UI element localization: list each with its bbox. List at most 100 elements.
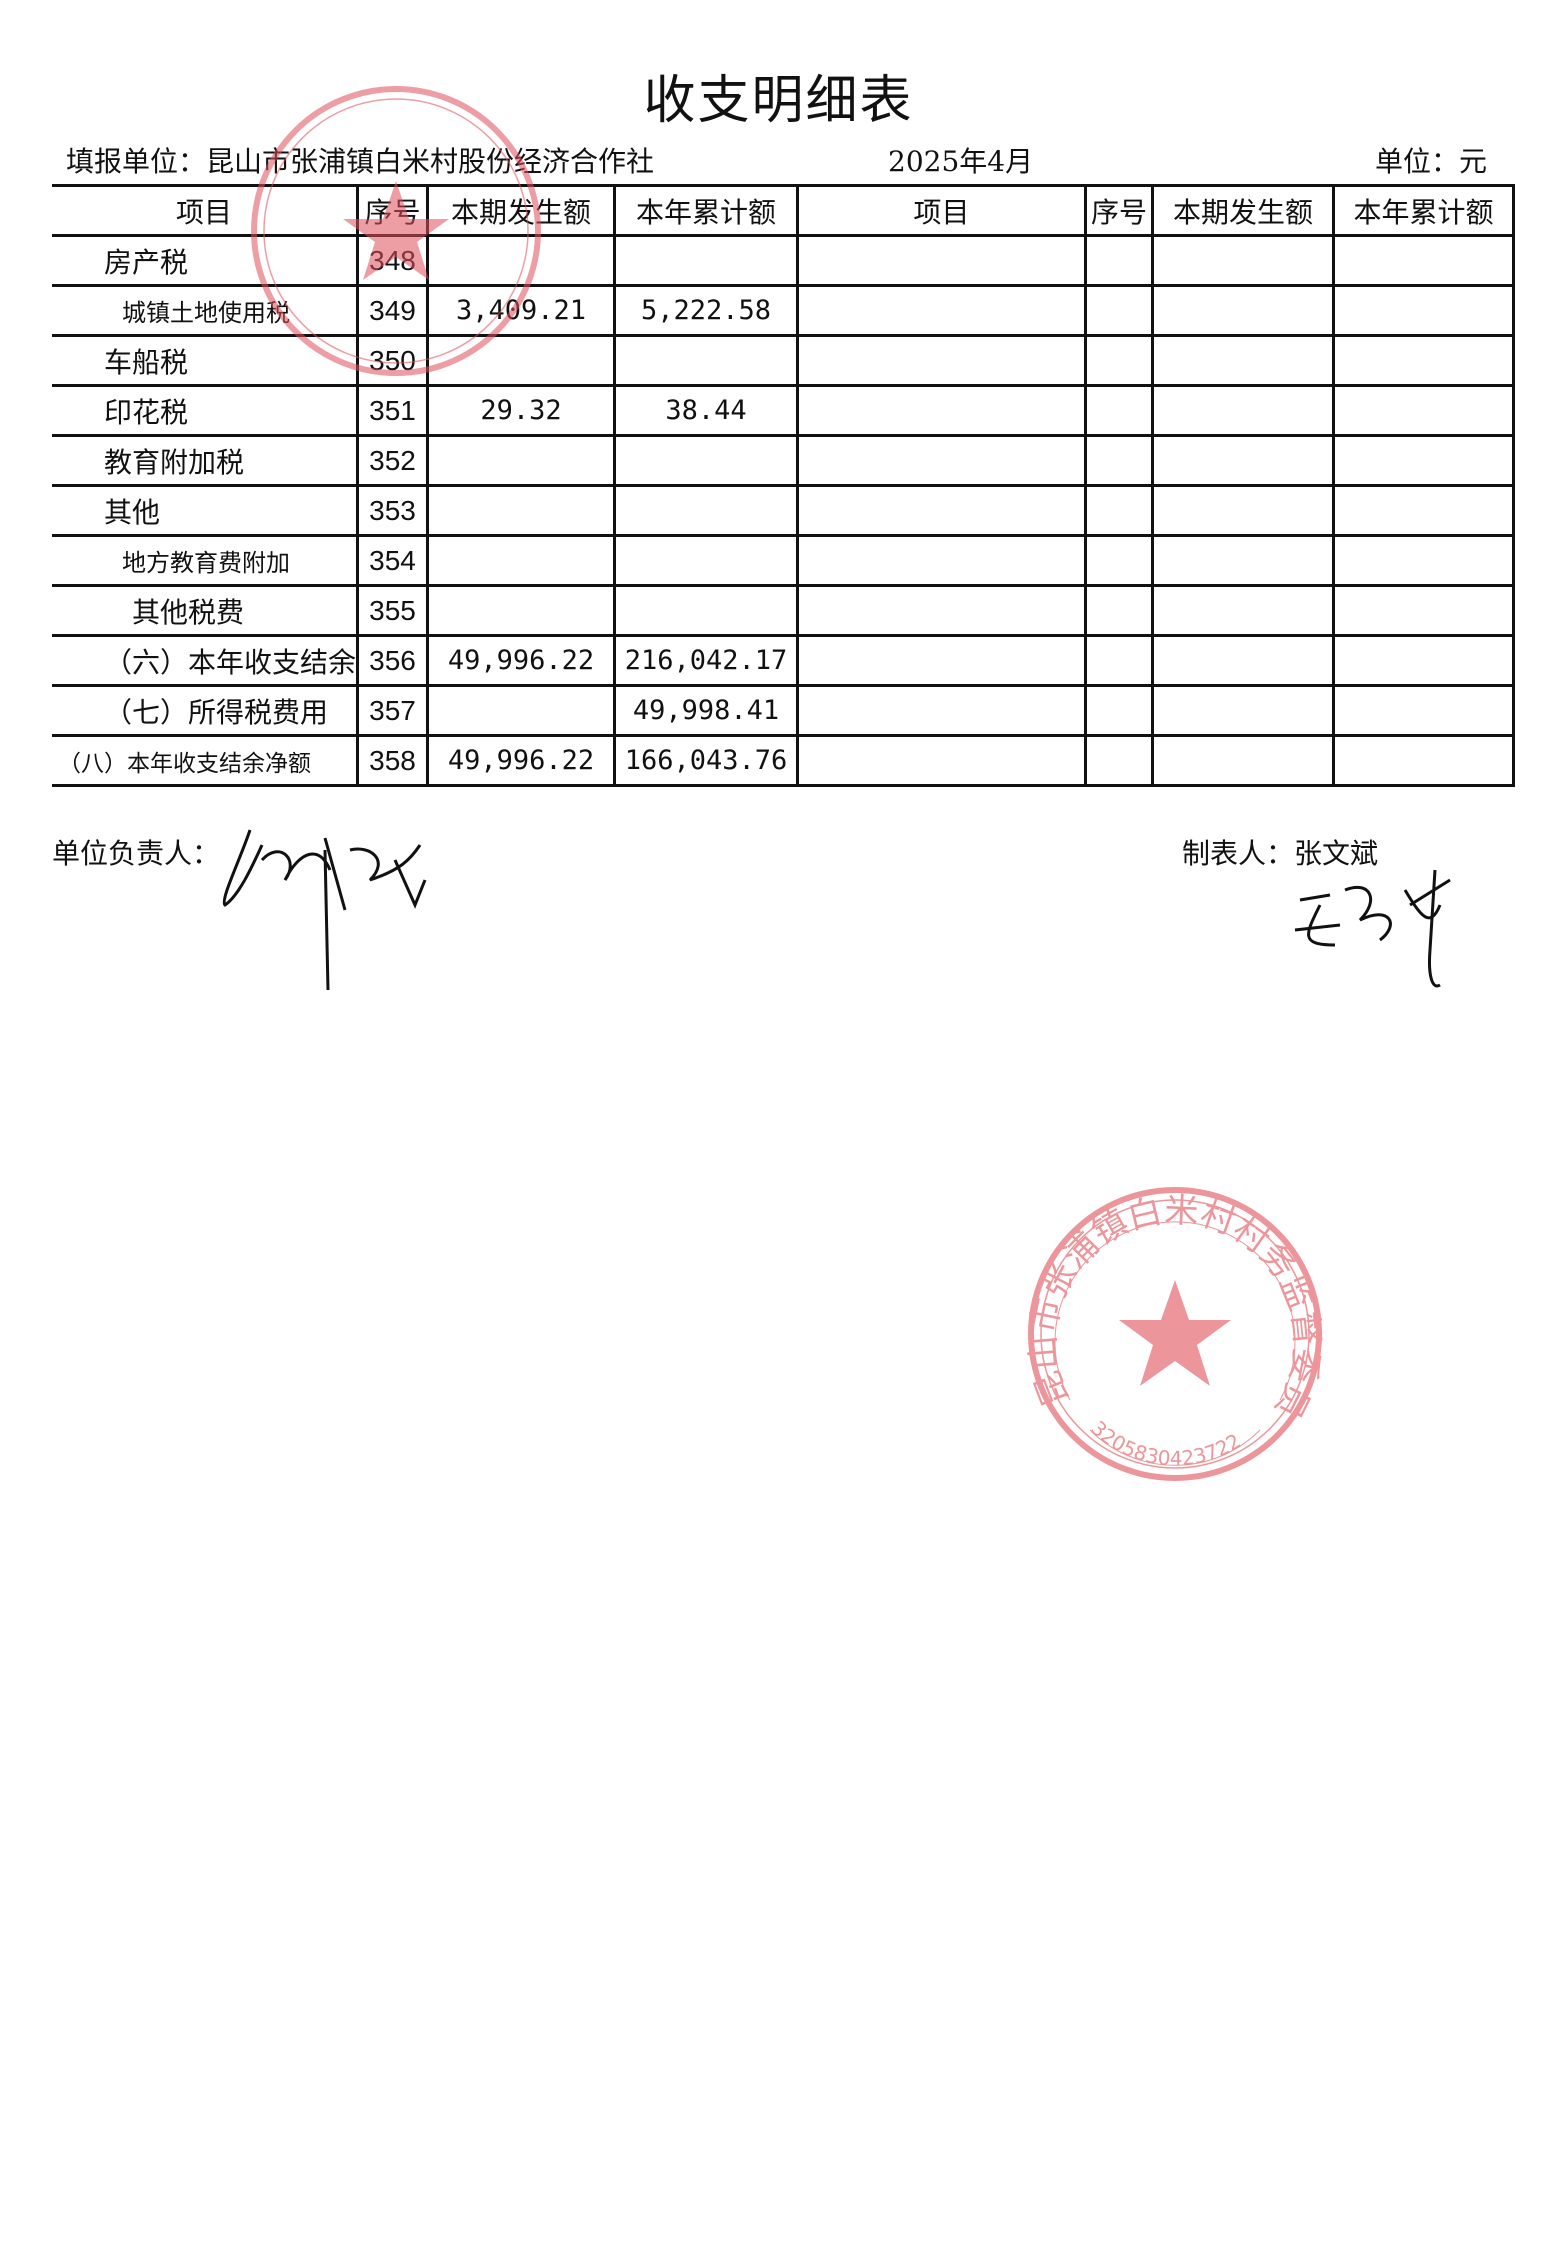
row-seq: 349 bbox=[356, 284, 430, 337]
row-current bbox=[426, 434, 617, 487]
row-ytd bbox=[613, 484, 800, 537]
row-ytd bbox=[613, 534, 800, 587]
table-row: 车船税 350 bbox=[52, 334, 1516, 387]
empty-cell bbox=[1084, 484, 1155, 537]
row-current bbox=[426, 334, 617, 387]
row-item: 车船税 bbox=[52, 334, 360, 387]
empty-cell bbox=[796, 684, 1088, 737]
table-row: 其他税费 355 bbox=[52, 584, 1516, 637]
row-current: 29.32 bbox=[426, 384, 617, 437]
empty-cell bbox=[1332, 234, 1516, 287]
empty-cell bbox=[796, 434, 1088, 487]
row-seq: 353 bbox=[356, 484, 430, 537]
empty-cell bbox=[1084, 334, 1155, 387]
row-current bbox=[426, 234, 617, 287]
empty-cell bbox=[1332, 534, 1516, 587]
row-item: （八）本年收支结余净额 bbox=[52, 734, 360, 787]
empty-cell bbox=[796, 334, 1088, 387]
table-row: （七）所得税费用 357 49,998.41 bbox=[52, 684, 1516, 737]
empty-cell bbox=[796, 584, 1088, 637]
row-item: 城镇土地使用税 bbox=[52, 284, 360, 337]
row-ytd: 166,043.76 bbox=[613, 734, 800, 787]
empty-cell bbox=[1151, 734, 1336, 787]
empty-cell bbox=[1151, 634, 1336, 687]
row-seq: 356 bbox=[356, 634, 430, 687]
empty-cell bbox=[1332, 384, 1516, 437]
row-seq: 352 bbox=[356, 434, 430, 487]
report-period: 2025年4月 bbox=[888, 145, 1034, 178]
signature-leader bbox=[222, 829, 427, 991]
preparer-name: 张文斌 bbox=[1294, 837, 1379, 870]
empty-cell bbox=[1084, 434, 1155, 487]
row-item: 其他 bbox=[52, 484, 360, 537]
empty-cell bbox=[1084, 634, 1155, 687]
row-item: 地方教育费附加 bbox=[52, 534, 360, 587]
empty-cell bbox=[1151, 334, 1336, 387]
row-ytd bbox=[613, 584, 800, 637]
row-current: 49,996.22 bbox=[426, 734, 617, 787]
row-item: （七）所得税费用 bbox=[52, 684, 360, 737]
empty-cell bbox=[1151, 584, 1336, 637]
row-current bbox=[426, 534, 617, 587]
col-header: 序号 bbox=[1084, 184, 1155, 237]
leader-label: 单位负责人： bbox=[52, 837, 221, 870]
table-header-row: 项目 序号 本期发生额 本年累计额 项目 序号 本期发生额 本年累计额 bbox=[52, 184, 1516, 237]
empty-cell bbox=[1084, 584, 1155, 637]
empty-cell bbox=[1151, 434, 1336, 487]
preparer: 制表人：张文斌 bbox=[1182, 832, 1378, 872]
row-current bbox=[426, 684, 617, 737]
row-seq: 355 bbox=[356, 584, 430, 637]
star-icon bbox=[1119, 1280, 1231, 1386]
table-row: 印花税 351 29.32 38.44 bbox=[52, 384, 1516, 437]
empty-cell bbox=[1332, 684, 1516, 737]
empty-cell bbox=[1151, 284, 1336, 337]
row-ytd: 49,998.41 bbox=[613, 684, 800, 737]
row-current: 49,996.22 bbox=[426, 634, 617, 687]
empty-cell bbox=[1332, 334, 1516, 387]
empty-cell bbox=[1332, 734, 1516, 787]
col-header: 本年累计额 bbox=[1332, 184, 1516, 237]
empty-cell bbox=[1084, 684, 1155, 737]
page-title: 收支明细表 bbox=[643, 71, 914, 131]
stamp-code: 3205830423722 bbox=[1086, 1416, 1244, 1470]
row-ytd bbox=[613, 334, 800, 387]
row-ytd bbox=[613, 434, 800, 487]
empty-cell bbox=[1151, 384, 1336, 437]
row-seq: 348 bbox=[356, 234, 430, 287]
row-item: 教育附加税 bbox=[52, 434, 360, 487]
col-header: 本期发生额 bbox=[426, 184, 617, 237]
empty-cell bbox=[796, 734, 1088, 787]
empty-cell bbox=[1332, 634, 1516, 687]
empty-cell bbox=[1332, 484, 1516, 537]
table-row: （六）本年收支结余 356 49,996.22 216,042.17 bbox=[52, 634, 1516, 687]
row-ytd: 38.44 bbox=[613, 384, 800, 437]
empty-cell bbox=[1084, 284, 1155, 337]
reporting-unit: 填报单位：昆山市张浦镇白米村股份经济合作社 bbox=[66, 145, 655, 178]
empty-cell bbox=[796, 534, 1088, 587]
table-row: 其他 353 bbox=[52, 484, 1516, 537]
empty-cell bbox=[1332, 284, 1516, 337]
table-row: （八）本年收支结余净额 358 49,996.22 166,043.76 bbox=[52, 734, 1516, 787]
row-item: 印花税 bbox=[52, 384, 360, 437]
table-row: 教育附加税 352 bbox=[52, 434, 1516, 487]
empty-cell bbox=[796, 634, 1088, 687]
col-header: 项目 bbox=[52, 184, 360, 237]
row-current bbox=[426, 484, 617, 537]
empty-cell bbox=[1332, 434, 1516, 487]
row-item: 房产税 bbox=[52, 234, 360, 287]
row-seq: 350 bbox=[356, 334, 430, 387]
col-header: 本年累计额 bbox=[613, 184, 800, 237]
empty-cell bbox=[1151, 684, 1336, 737]
empty-cell bbox=[1084, 534, 1155, 587]
row-current bbox=[426, 584, 617, 637]
table-row: 地方教育费附加 354 bbox=[52, 534, 1516, 587]
row-ytd: 216,042.17 bbox=[613, 634, 800, 687]
preparer-label: 制表人： bbox=[1182, 837, 1295, 870]
col-header: 本期发生额 bbox=[1151, 184, 1336, 237]
empty-cell bbox=[796, 234, 1088, 287]
svg-text:3205830423722: 3205830423722 bbox=[1086, 1416, 1244, 1470]
row-seq: 351 bbox=[356, 384, 430, 437]
signature-preparer bbox=[1294, 869, 1451, 988]
row-ytd bbox=[613, 234, 800, 287]
